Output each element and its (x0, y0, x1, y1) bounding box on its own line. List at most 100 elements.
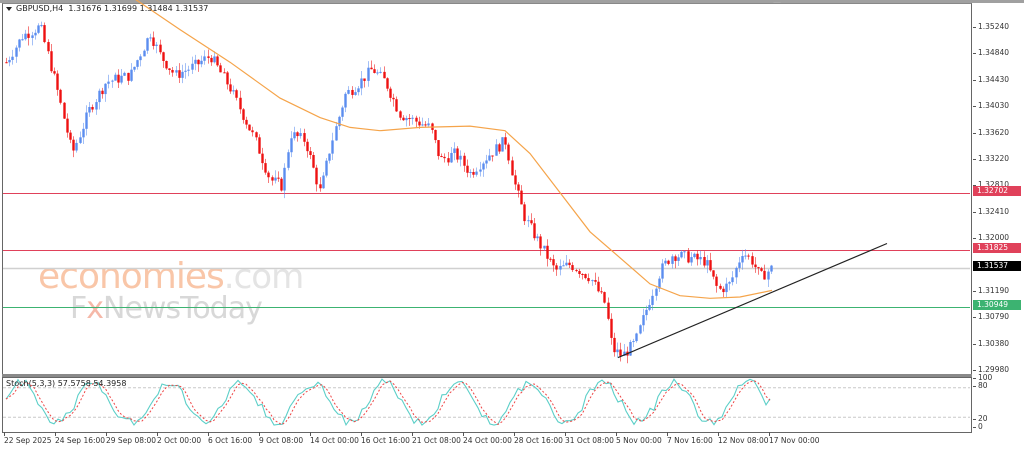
bearish-candle (399, 111, 402, 118)
bullish-candle (683, 251, 686, 253)
bullish-candle (149, 37, 152, 39)
bullish-candle (661, 263, 664, 279)
bearish-candle (584, 274, 587, 279)
price-level-label: 1.31825 (973, 243, 1021, 253)
bullish-candle (123, 72, 126, 76)
bullish-candle (200, 60, 203, 65)
pane-divider[interactable] (2, 374, 972, 377)
bullish-candle (690, 257, 693, 263)
bearish-candle (434, 129, 437, 141)
bearish-candle (264, 163, 267, 173)
dropdown-triangle-icon[interactable] (6, 6, 12, 11)
bullish-candle (85, 112, 88, 129)
bearish-candle (507, 144, 510, 161)
bullish-candle (194, 59, 197, 64)
price-tick-label: 1.32410 (972, 207, 1010, 216)
bearish-candle (178, 70, 181, 78)
bearish-candle (613, 337, 616, 353)
bullish-candle (146, 38, 149, 51)
bullish-candle (536, 236, 539, 239)
bullish-candle (367, 67, 370, 81)
bullish-candle (37, 25, 40, 33)
bearish-candle (610, 318, 613, 338)
bearish-candle (456, 148, 459, 160)
bullish-candle (479, 169, 482, 172)
bearish-candle (607, 302, 610, 319)
time-axis[interactable]: 22 Sep 2025 24 Sep 16:00 29 Sep 08:00 2 Oct… (0, 432, 970, 454)
bullish-candle (693, 253, 696, 258)
bearish-candle (581, 274, 584, 276)
time-tick-label: 16 Oct 16:00 (361, 432, 410, 445)
bearish-candle (498, 144, 501, 152)
stochastic-tick-label: 0 (973, 422, 983, 431)
bullish-candle (287, 152, 290, 168)
bullish-candle (488, 155, 491, 161)
bullish-candle (8, 60, 11, 63)
stochastic-tick-label: 100 (972, 373, 993, 382)
bearish-candle (408, 118, 411, 120)
bullish-candle (495, 144, 498, 156)
bullish-candle (738, 262, 741, 268)
bullish-candle (671, 256, 674, 264)
bearish-candle (402, 117, 405, 121)
bullish-candle (376, 72, 379, 74)
bearish-candle (437, 140, 440, 157)
bullish-candle (175, 70, 178, 73)
moving-average-line (135, 0, 773, 299)
bullish-candle (427, 123, 430, 126)
bearish-candle (603, 292, 606, 303)
time-tick-label: 9 Oct 08:00 (259, 432, 304, 445)
watermark-text: NewsToday (103, 291, 263, 326)
bearish-candle (418, 121, 421, 126)
bullish-candle (283, 167, 286, 191)
bullish-candle (475, 171, 478, 175)
bullish-candle (680, 251, 683, 258)
bullish-candle (482, 163, 485, 170)
bearish-candle (239, 97, 242, 110)
bearish-candle (760, 268, 763, 271)
bearish-candle (351, 89, 354, 95)
stochastic-label: Stoch(5,3,3) 57.5758 54.3958 (6, 379, 127, 388)
bullish-candle (405, 118, 408, 121)
bearish-candle (504, 137, 507, 145)
bullish-candle (421, 124, 424, 126)
bearish-candle (127, 72, 130, 81)
bearish-candle (539, 236, 542, 249)
bearish-candle (258, 137, 261, 154)
bearish-candle (514, 175, 517, 185)
bearish-candle (747, 255, 750, 257)
bearish-candle (463, 155, 466, 166)
bullish-candle (744, 255, 747, 257)
bearish-candle (53, 71, 56, 74)
bearish-candle (578, 271, 581, 275)
bearish-candle (27, 33, 30, 38)
bullish-candle (360, 78, 363, 89)
bullish-candle (181, 71, 184, 78)
bullish-candle (338, 116, 341, 127)
bullish-candle (107, 81, 110, 84)
watermark-suffix: .com (223, 257, 304, 297)
watermark-x-logo: x (86, 291, 104, 326)
bullish-candle (469, 172, 472, 174)
bearish-candle (447, 158, 450, 163)
candlestick-chart[interactable] (0, 0, 972, 434)
price-tick-label: 1.33620 (972, 128, 1010, 137)
bearish-candle (296, 132, 299, 137)
bullish-candle (623, 351, 626, 356)
bearish-candle (165, 60, 168, 69)
bearish-candle (277, 177, 280, 179)
bullish-candle (459, 155, 462, 160)
bearish-candle (667, 260, 670, 264)
bearish-candle (315, 167, 318, 185)
price-tick-label: 1.30380 (972, 339, 1010, 348)
bearish-candle (709, 260, 712, 271)
ascending-trendline[interactable] (617, 242, 888, 359)
bearish-candle (533, 223, 536, 239)
bearish-candle (600, 291, 603, 293)
stochastic-tick-label: 80 (973, 381, 988, 390)
bearish-candle (69, 132, 72, 140)
bearish-candle (216, 56, 219, 66)
time-tick-label: 12 Nov 08:00 (718, 432, 769, 445)
stochastic-pane[interactable] (2, 377, 972, 433)
price-axis[interactable]: 1.35240 1.34840 1.34430 1.34030 1.33620 1.332… (972, 0, 1024, 454)
